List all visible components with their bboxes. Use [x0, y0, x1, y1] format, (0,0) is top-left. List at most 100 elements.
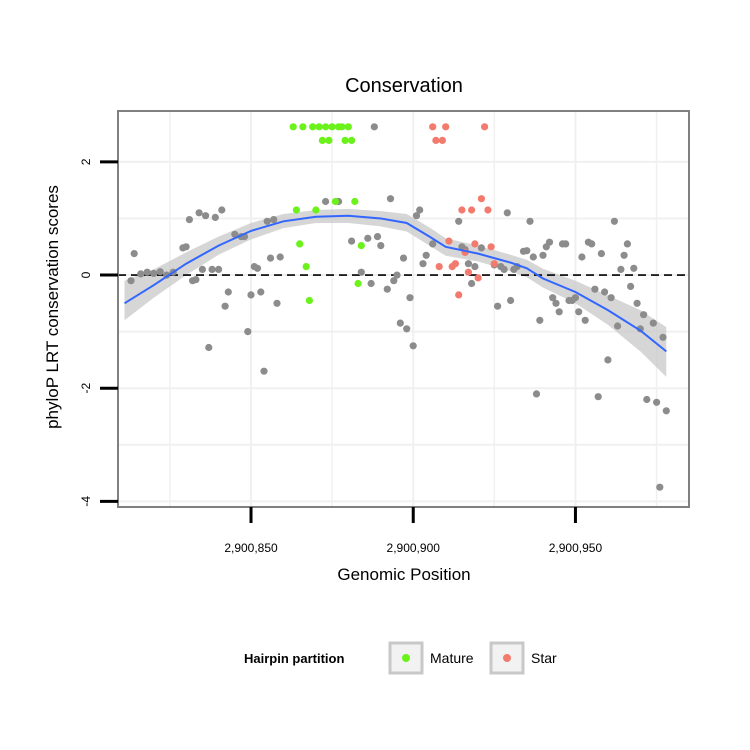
y-tick-label: -2 [79, 383, 93, 394]
point-other [627, 282, 635, 290]
point-other [406, 294, 414, 302]
point-other [555, 308, 563, 316]
point-other [208, 265, 216, 273]
smooth-trend-line [123, 214, 667, 353]
point-other [601, 288, 609, 296]
point-other [532, 390, 541, 398]
point-other [205, 343, 213, 352]
point-star [477, 195, 485, 203]
point-star [468, 206, 476, 214]
point-mature [302, 263, 310, 271]
point-other [412, 212, 421, 220]
point-other [636, 325, 644, 333]
y-axis-title: phyloP LRT conservation scores [43, 185, 62, 429]
point-other [224, 288, 232, 296]
point-star [442, 123, 450, 131]
point-mature [328, 123, 336, 131]
point-other [390, 277, 398, 285]
point-other [623, 240, 632, 248]
legend-label-star: Star [531, 650, 557, 666]
point-other [357, 268, 365, 276]
point-mature [354, 279, 362, 288]
point-other [137, 270, 145, 278]
point-other [373, 233, 382, 241]
x-axis-title: Genomic Position [337, 565, 470, 584]
point-other [578, 253, 586, 261]
point-mature [296, 240, 304, 248]
x-tick-label: 2,900,900 [387, 541, 441, 555]
y-tick-label: -4 [79, 496, 93, 507]
point-other [257, 288, 265, 296]
point-other [276, 253, 284, 261]
point-mature [344, 123, 352, 131]
point-other [471, 263, 479, 271]
point-other [260, 367, 268, 375]
point-other [597, 250, 606, 258]
point-other [266, 254, 275, 262]
legend-item-star: Star [489, 641, 557, 675]
point-other [549, 294, 557, 302]
point-mature [292, 206, 300, 214]
point-other [263, 217, 271, 225]
point-star [445, 237, 453, 245]
point-other [500, 265, 508, 273]
point-other [640, 311, 648, 319]
point-other [575, 308, 583, 316]
point-other [247, 291, 255, 299]
point-other [192, 276, 200, 284]
point-other [143, 268, 151, 276]
point-mature [289, 123, 297, 131]
point-other [377, 242, 385, 250]
point-other [185, 216, 193, 224]
axes: 2,900,850 2,900,900 2,900,950 2 0 -2 -4 [79, 158, 602, 555]
point-other [659, 333, 667, 341]
point-other [477, 244, 485, 252]
point-star [471, 240, 479, 248]
point-other [653, 398, 661, 406]
point-other [419, 260, 427, 268]
point-star [432, 136, 440, 144]
point-mature [338, 123, 346, 131]
legend: Hairpin partition Mature Star [244, 641, 557, 675]
point-mature [318, 136, 326, 144]
point-mature [322, 123, 330, 131]
point-other [591, 285, 599, 293]
point-other [662, 407, 670, 415]
point-other [552, 299, 560, 307]
point-other [607, 294, 615, 302]
point-star [474, 274, 482, 282]
point-other [195, 209, 203, 217]
point-other [604, 356, 612, 364]
point-other [393, 271, 401, 279]
point-star [435, 263, 443, 271]
x-tick-label: 2,900,850 [224, 541, 278, 555]
point-other [494, 302, 502, 310]
point-other [656, 483, 664, 491]
point-star [481, 123, 489, 131]
point-star [484, 206, 492, 214]
point-other [202, 212, 210, 220]
point-other [633, 299, 641, 307]
point-other [620, 251, 628, 259]
point-other [503, 209, 511, 217]
point-other [198, 265, 206, 273]
point-other [322, 197, 330, 206]
point-other [614, 322, 622, 330]
point-star [429, 123, 437, 131]
point-other [211, 213, 219, 221]
point-mature [341, 136, 349, 144]
point-other [386, 195, 395, 203]
plot-border [117, 110, 690, 508]
point-other [617, 265, 625, 273]
point-star [451, 260, 459, 268]
legend-dot-mature [402, 654, 410, 662]
point-mature [312, 206, 320, 214]
data-points [127, 123, 670, 491]
point-mature [309, 123, 317, 131]
point-other [396, 319, 404, 327]
point-other [130, 250, 138, 258]
point-other [364, 234, 372, 242]
point-mature [325, 136, 333, 144]
point-other [244, 328, 252, 336]
point-other [399, 254, 408, 262]
